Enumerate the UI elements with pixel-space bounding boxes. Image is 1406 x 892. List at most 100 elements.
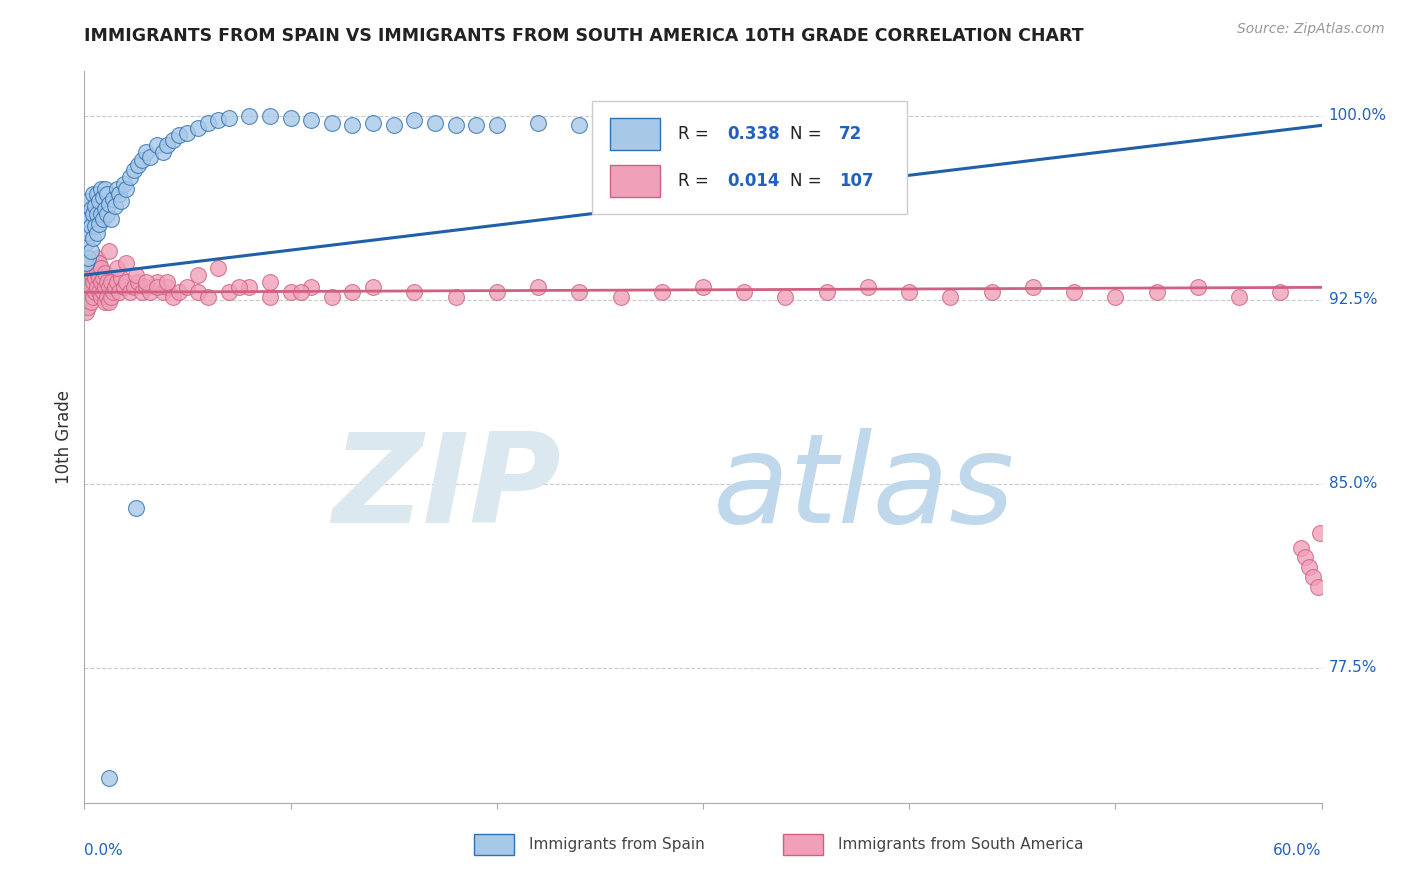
Point bbox=[152, 145, 174, 160]
Point bbox=[1022, 280, 1045, 294]
Point bbox=[1104, 290, 1126, 304]
Point bbox=[485, 285, 508, 300]
Point bbox=[103, 192, 125, 206]
Text: atlas: atlas bbox=[713, 428, 1015, 549]
Point bbox=[1289, 541, 1312, 555]
Point bbox=[361, 280, 384, 294]
Text: 107: 107 bbox=[839, 171, 873, 190]
Point bbox=[86, 266, 108, 280]
Point bbox=[404, 113, 426, 128]
Point bbox=[86, 251, 108, 265]
Point bbox=[96, 187, 118, 202]
Text: R =: R = bbox=[678, 125, 714, 143]
Point bbox=[105, 260, 128, 275]
Point bbox=[94, 280, 117, 294]
FancyBboxPatch shape bbox=[592, 101, 907, 214]
Point bbox=[103, 285, 125, 300]
Point bbox=[162, 290, 184, 304]
Point bbox=[108, 187, 131, 202]
Point bbox=[187, 268, 209, 282]
Point bbox=[1146, 285, 1168, 300]
Point bbox=[135, 145, 157, 160]
Point bbox=[122, 162, 145, 177]
Point bbox=[79, 266, 101, 280]
Point bbox=[139, 285, 162, 300]
Point bbox=[77, 268, 100, 282]
Point bbox=[280, 285, 302, 300]
Point bbox=[127, 158, 149, 172]
Text: R =: R = bbox=[678, 171, 714, 190]
Point bbox=[197, 290, 219, 304]
Point bbox=[100, 211, 122, 226]
Point bbox=[218, 285, 240, 300]
Point bbox=[77, 211, 100, 226]
Point bbox=[145, 280, 167, 294]
Point bbox=[79, 280, 101, 294]
Point bbox=[96, 290, 118, 304]
Point bbox=[733, 285, 755, 300]
Point bbox=[77, 194, 100, 209]
Point bbox=[75, 280, 97, 294]
Point bbox=[75, 236, 97, 251]
Point bbox=[86, 207, 108, 221]
Point bbox=[361, 116, 384, 130]
Point bbox=[404, 285, 426, 300]
Point bbox=[110, 270, 132, 285]
Point bbox=[79, 207, 101, 221]
Point bbox=[167, 128, 190, 143]
Point bbox=[100, 290, 122, 304]
Point bbox=[94, 266, 117, 280]
Point bbox=[145, 276, 167, 290]
Point bbox=[1294, 550, 1316, 565]
Point bbox=[82, 207, 104, 221]
Point bbox=[87, 194, 110, 209]
Point bbox=[176, 280, 198, 294]
Text: N =: N = bbox=[790, 125, 827, 143]
Point bbox=[1227, 290, 1250, 304]
Point bbox=[83, 219, 105, 233]
Point bbox=[98, 197, 121, 211]
Point bbox=[79, 219, 101, 233]
Point bbox=[176, 126, 198, 140]
Point bbox=[609, 116, 631, 130]
Point bbox=[692, 280, 714, 294]
Point bbox=[82, 290, 104, 304]
Point bbox=[1270, 285, 1292, 300]
Point bbox=[94, 182, 117, 196]
Text: 0.338: 0.338 bbox=[728, 125, 780, 143]
Point bbox=[79, 244, 101, 258]
Point bbox=[91, 285, 114, 300]
Point bbox=[87, 256, 110, 270]
Point bbox=[280, 111, 302, 125]
Point bbox=[238, 280, 260, 294]
Text: 77.5%: 77.5% bbox=[1329, 660, 1376, 675]
Point bbox=[162, 133, 184, 147]
Point bbox=[131, 153, 153, 167]
Point bbox=[118, 285, 141, 300]
Point bbox=[114, 276, 136, 290]
Point bbox=[82, 187, 104, 202]
Point bbox=[187, 285, 209, 300]
Point bbox=[77, 300, 100, 314]
Point bbox=[108, 285, 131, 300]
Text: ZIP: ZIP bbox=[332, 428, 561, 549]
Point bbox=[86, 227, 108, 241]
Point bbox=[167, 285, 190, 300]
Point bbox=[342, 285, 364, 300]
Point bbox=[86, 187, 108, 202]
Point bbox=[87, 217, 110, 231]
FancyBboxPatch shape bbox=[610, 118, 659, 150]
Point bbox=[299, 280, 322, 294]
Point bbox=[75, 207, 97, 221]
Text: 60.0%: 60.0% bbox=[1274, 843, 1322, 858]
Point bbox=[207, 113, 229, 128]
FancyBboxPatch shape bbox=[474, 833, 513, 855]
Point bbox=[1298, 560, 1320, 574]
Point bbox=[82, 231, 104, 245]
Point bbox=[259, 276, 281, 290]
Point bbox=[775, 290, 797, 304]
Point bbox=[939, 290, 962, 304]
Text: 0.0%: 0.0% bbox=[84, 843, 124, 858]
Point bbox=[112, 178, 135, 192]
Point bbox=[90, 207, 112, 221]
